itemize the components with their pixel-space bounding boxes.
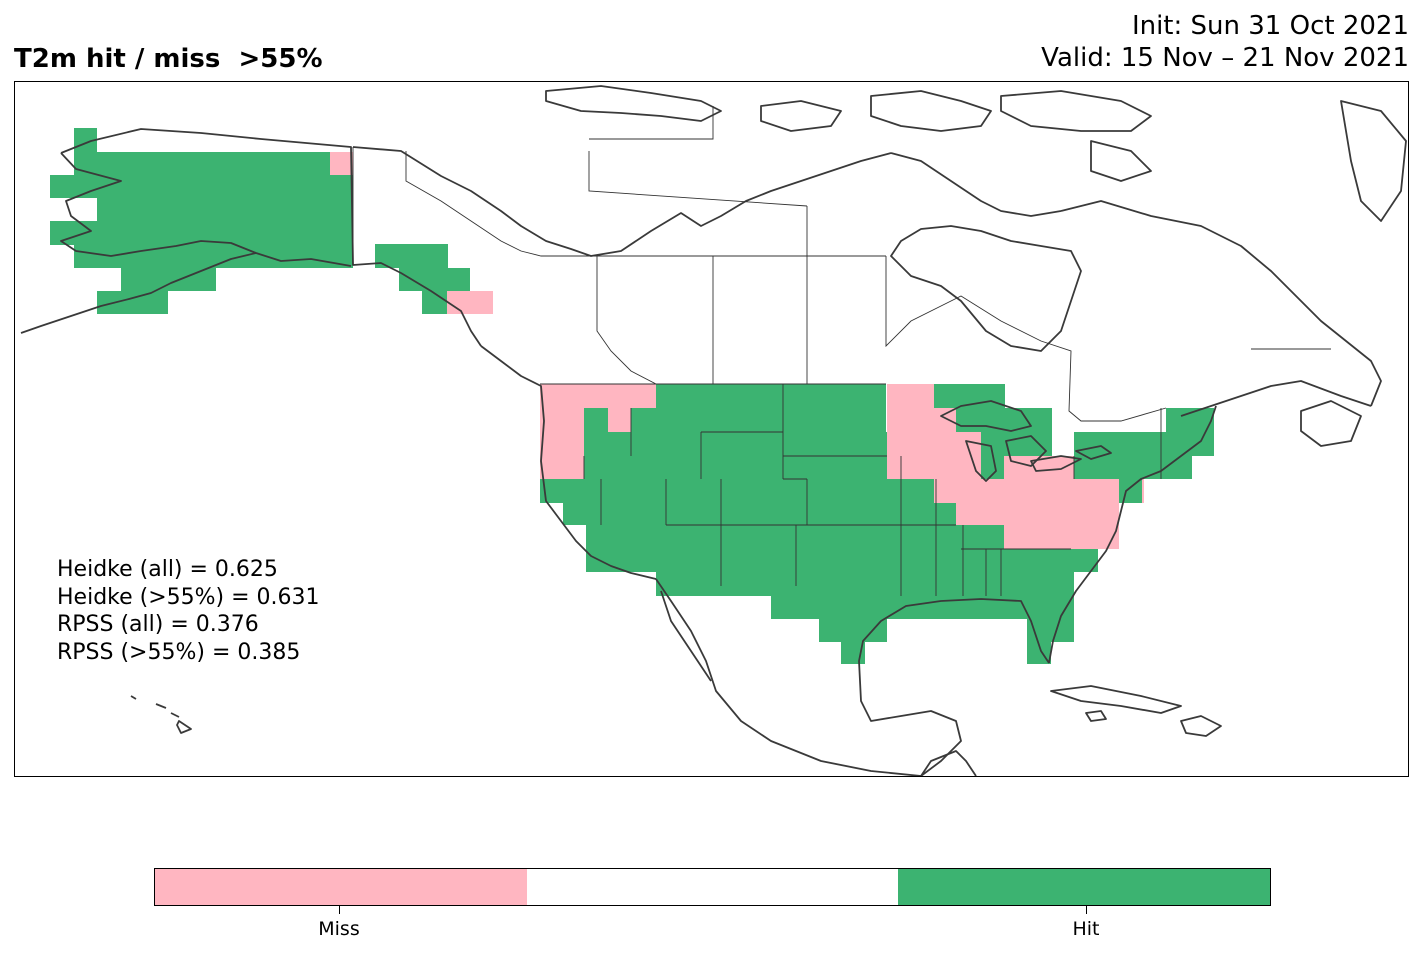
colorbar (154, 868, 1271, 906)
alaska-cells (50, 128, 470, 314)
date-header: Init: Sun 31 Oct 2021 Valid: 15 Nov – 21… (1041, 10, 1409, 74)
colorbar-label-miss: Miss (318, 918, 360, 940)
conus-miss (540, 384, 1144, 549)
colorbar-label-hit: Hit (1072, 918, 1100, 940)
coastlines (20, 85, 1407, 776)
map-panel (14, 81, 1409, 777)
map-canvas (20, 85, 1407, 776)
colorbar-tick-hit (1086, 906, 1087, 914)
alaska-miss (330, 152, 493, 314)
conus-hit (540, 384, 1214, 664)
colorbar-tick-miss (339, 906, 340, 914)
map-title: T2m hit / miss >55% (14, 44, 323, 74)
colorbar-miss-segment (155, 869, 527, 905)
valid-date: Valid: 15 Nov – 21 Nov 2021 (1041, 43, 1409, 73)
political-borders (352, 106, 1331, 596)
colorbar-neutral-segment (526, 869, 899, 905)
stat-heidke-55: Heidke (>55%) = 0.631 (57, 584, 320, 610)
skill-scores: Heidke (all) = 0.625 Heidke (>55%) = 0.6… (57, 556, 320, 666)
init-date: Init: Sun 31 Oct 2021 (1131, 11, 1409, 41)
colorbar-hit-segment (898, 869, 1271, 905)
stat-rpss-55: RPSS (>55%) = 0.385 (57, 639, 301, 665)
stat-rpss-all: RPSS (all) = 0.376 (57, 612, 259, 637)
stat-heidke-all: Heidke (all) = 0.625 (57, 557, 278, 582)
